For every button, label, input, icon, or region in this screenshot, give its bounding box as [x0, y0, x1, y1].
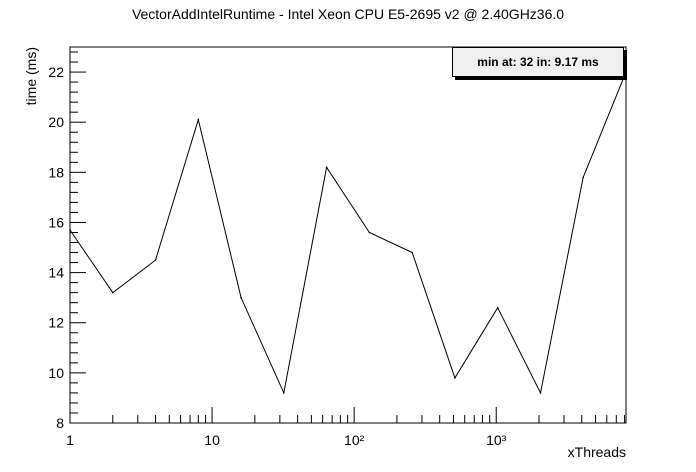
data-point	[496, 306, 499, 309]
y-axis: 8 10 12 14 16 18 20 22	[48, 51, 86, 431]
x-tick-label: 10²	[344, 432, 365, 448]
data-point	[197, 118, 200, 121]
data-point	[154, 259, 157, 261]
x-axis: 1 10 10² 10³	[66, 407, 626, 448]
data-point	[625, 71, 627, 73]
legend-text: min at: 32 in: 9.17 ms	[477, 55, 599, 69]
chart-title: VectorAddIntelRuntime - Intel Xeon CPU E…	[131, 6, 565, 22]
data-point	[411, 251, 413, 254]
series-line	[69, 71, 627, 395]
x-tick-label: 10	[204, 432, 220, 448]
y-tick-label: 16	[48, 214, 64, 230]
data-point	[454, 377, 456, 379]
plot-frame	[69, 46, 627, 424]
data-point	[69, 229, 71, 231]
data-point	[325, 166, 328, 169]
y-tick-label: 20	[48, 114, 64, 130]
y-tick-label: 18	[48, 164, 64, 180]
y-tick-label: 14	[48, 265, 64, 281]
data-point	[283, 392, 285, 394]
data-point	[582, 176, 585, 179]
y-tick-label: 22	[48, 64, 64, 80]
series-group	[69, 71, 627, 395]
x-axis-label: xThreads	[568, 444, 626, 460]
data-point	[539, 392, 542, 394]
x-tick-label: 1	[66, 432, 74, 448]
x-tick-label: 10³	[486, 432, 507, 448]
y-axis-label: time (ms)	[23, 47, 39, 105]
data-point	[240, 296, 242, 299]
y-tick-label: 12	[48, 315, 64, 331]
legend-box: min at: 32 in: 9.17 ms	[452, 47, 624, 77]
y-tick-label: 8	[56, 415, 64, 431]
y-tick-label: 10	[48, 365, 64, 381]
data-point	[111, 291, 114, 294]
data-point	[368, 231, 371, 234]
